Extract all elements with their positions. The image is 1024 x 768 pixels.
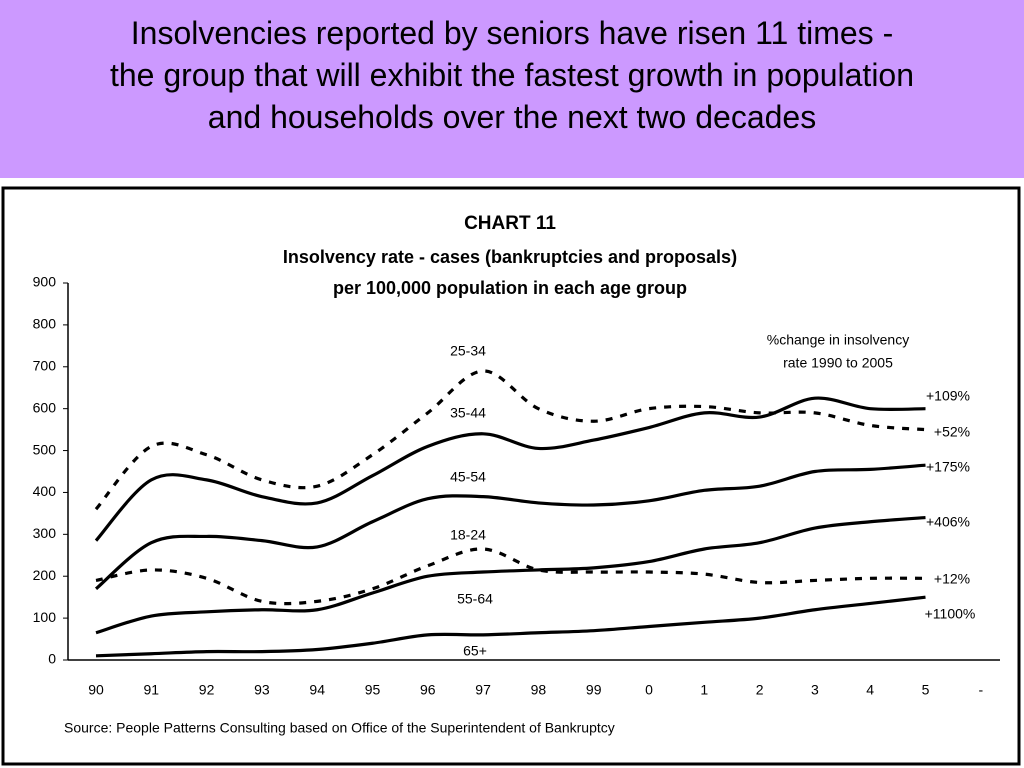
x-tick-label: 90 bbox=[88, 682, 104, 698]
x-tick-label: 97 bbox=[475, 682, 491, 698]
series-line bbox=[95, 515, 926, 635]
change-label: +12% bbox=[934, 571, 970, 587]
y-tick-label: 800 bbox=[33, 316, 57, 332]
x-tick-label: 3 bbox=[811, 682, 819, 698]
series-label: 65+ bbox=[463, 643, 487, 659]
series-label: 25-34 bbox=[450, 343, 486, 359]
y-tick-label: 400 bbox=[33, 483, 57, 499]
change-label: +406% bbox=[926, 514, 970, 530]
series-label: 35-44 bbox=[450, 405, 486, 421]
y-tick-label: 500 bbox=[33, 441, 57, 457]
x-tick-label: 94 bbox=[309, 682, 325, 698]
chart-subtitle: per 100,000 population in each age group bbox=[333, 278, 687, 298]
x-tick-label: 0 bbox=[645, 682, 653, 698]
y-tick-label: 0 bbox=[48, 651, 56, 667]
y-tick-label: 700 bbox=[33, 357, 57, 373]
note: rate 1990 to 2005 bbox=[783, 355, 893, 371]
series-line bbox=[94, 396, 926, 542]
change-label: +1100% bbox=[925, 606, 976, 622]
x-tick-label: 95 bbox=[365, 682, 381, 698]
y-tick-label: 900 bbox=[33, 274, 57, 290]
series-label: 55-64 bbox=[457, 591, 493, 607]
y-tick-label: 100 bbox=[33, 609, 57, 625]
slide-title: and households over the next two decades bbox=[207, 99, 817, 135]
x-tick-label: 91 bbox=[144, 682, 160, 698]
y-tick-label: 200 bbox=[33, 567, 57, 583]
change-label: +109% bbox=[926, 388, 970, 404]
change-label: +52% bbox=[934, 424, 970, 440]
chart-frame bbox=[1, 186, 1021, 766]
title-banner: Insolvencies reported by seniors have ri… bbox=[0, 0, 1024, 178]
chart-subtitle: Insolvency rate - cases (bankruptcies an… bbox=[283, 247, 737, 267]
change-label: +175% bbox=[926, 459, 970, 475]
x-tick-label: 98 bbox=[531, 682, 547, 698]
x-tick-label: 4 bbox=[866, 682, 874, 698]
series-line bbox=[95, 595, 926, 658]
series-line bbox=[94, 463, 926, 591]
x-tick-label: 96 bbox=[420, 682, 436, 698]
y-tick-label: 600 bbox=[33, 399, 57, 415]
note: %change in insolvency bbox=[767, 332, 909, 348]
x-tick-label: 92 bbox=[199, 682, 215, 698]
y-tick-label: 300 bbox=[33, 525, 57, 541]
source: Source: People Patterns Consulting based… bbox=[64, 720, 615, 736]
slide-title: Insolvencies reported by seniors have ri… bbox=[130, 15, 894, 51]
x-tick-label: - bbox=[978, 682, 983, 698]
x-tick-label: 2 bbox=[756, 682, 764, 698]
x-tick-label: 1 bbox=[700, 682, 708, 698]
series-label: 18-24 bbox=[450, 527, 486, 543]
chart-title: CHART 11 bbox=[464, 213, 556, 234]
x-tick-label: 5 bbox=[922, 682, 930, 698]
slide-title: the group that will exhibit the fastest … bbox=[109, 57, 915, 93]
series-label: 45-54 bbox=[450, 469, 486, 485]
x-tick-label: 99 bbox=[586, 682, 602, 698]
x-tick-label: 93 bbox=[254, 682, 270, 698]
